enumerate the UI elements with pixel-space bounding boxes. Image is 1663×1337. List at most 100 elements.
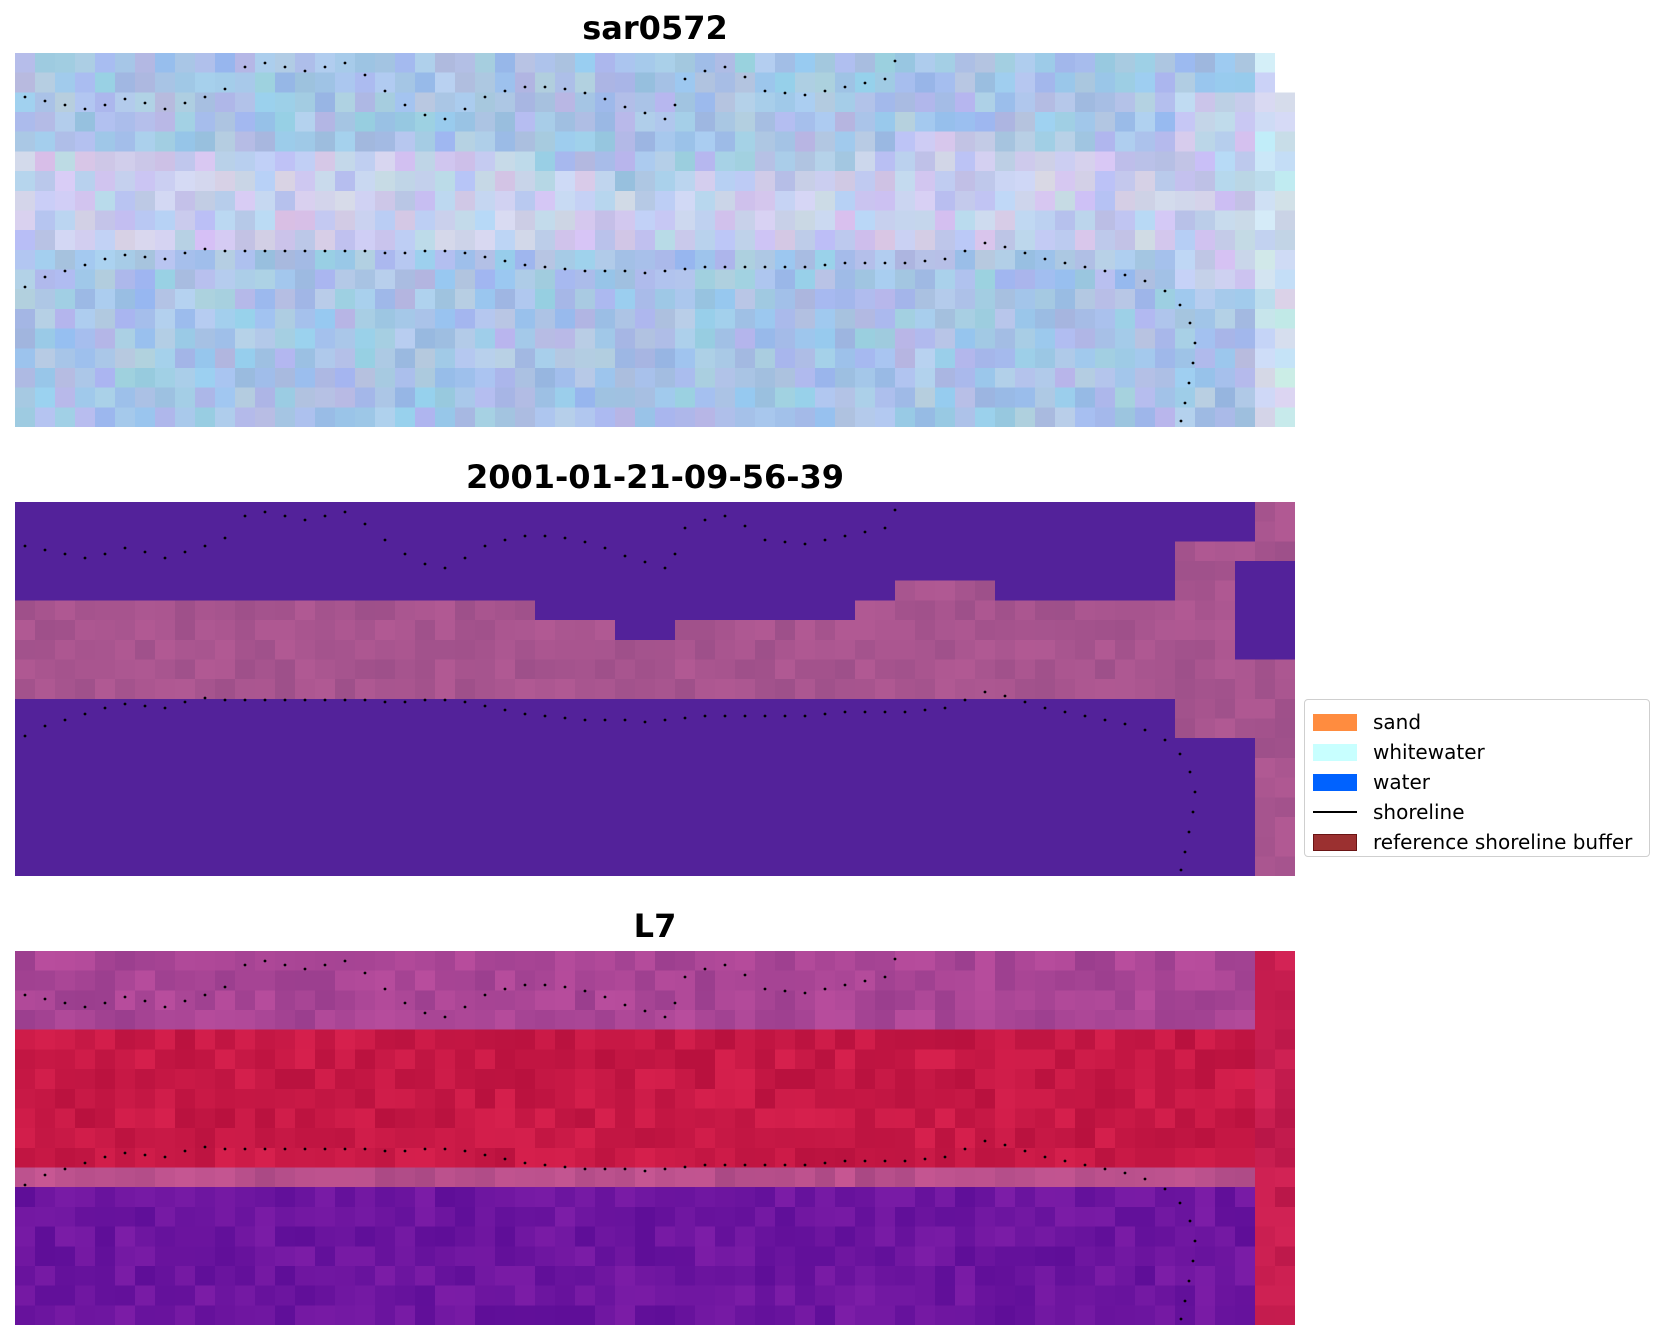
shoreline-point: [183, 700, 187, 704]
shoreline-point: [763, 538, 767, 542]
shoreline-point: [1003, 245, 1007, 249]
shoreline-point: [503, 89, 507, 93]
shoreline-point: [163, 1155, 167, 1159]
shoreline-point: [223, 87, 227, 91]
shoreline-point: [1043, 1155, 1047, 1159]
shoreline-point: [823, 1161, 827, 1165]
shoreline-point: [103, 103, 107, 107]
whitewater-swatch: [1313, 743, 1357, 761]
shoreline-point: [223, 536, 227, 540]
shoreline-point: [1178, 1201, 1182, 1205]
shoreline-point: [123, 253, 127, 257]
shoreline-point: [1043, 257, 1047, 261]
rgb-image: [15, 53, 1295, 427]
shoreline-point: [983, 241, 987, 245]
legend-label: shoreline: [1373, 800, 1465, 824]
shoreline-point: [1163, 289, 1167, 293]
shoreline-point: [1083, 1163, 1087, 1167]
shoreline-point: [623, 1003, 627, 1007]
shoreline-point: [763, 89, 767, 93]
shoreline-point: [663, 1015, 667, 1019]
shoreline-point: [1178, 752, 1182, 756]
shoreline-point: [223, 985, 227, 989]
shoreline-point: [943, 257, 947, 261]
shoreline-point: [63, 1167, 67, 1171]
shoreline-point: [163, 706, 167, 710]
shoreline-point: [63, 718, 67, 722]
water-swatch: [1313, 773, 1357, 791]
shoreline-point: [303, 69, 307, 73]
shoreline-point: [303, 967, 307, 971]
shoreline-point: [243, 963, 247, 967]
shoreline-point: [463, 700, 467, 704]
shoreline-point: [303, 1147, 307, 1151]
shoreline-point: [723, 963, 727, 967]
shoreline-point: [443, 1015, 447, 1019]
shoreline-point: [583, 1167, 587, 1171]
shoreline-point: [483, 544, 487, 548]
shoreline-point: [383, 89, 387, 93]
shoreline-point: [803, 991, 807, 995]
shoreline-point: [83, 712, 87, 716]
legend: sand whitewater water shoreline referenc…: [1304, 699, 1650, 857]
shoreline-point: [1043, 706, 1047, 710]
shoreline-point: [103, 1155, 107, 1159]
shoreline-point: [543, 85, 547, 89]
shoreline-point: [663, 1167, 667, 1171]
shoreline-point: [523, 263, 527, 267]
shoreline-point: [1183, 1299, 1187, 1303]
shoreline-point: [263, 61, 267, 65]
shoreline-point: [563, 87, 567, 91]
shoreline-point: [663, 566, 667, 570]
shoreline-point: [1193, 790, 1197, 794]
shoreline-point: [783, 265, 787, 269]
shoreline-point: [683, 267, 687, 271]
shoreline-point: [603, 269, 607, 273]
shoreline-point: [403, 251, 407, 255]
shoreline-point: [423, 249, 427, 253]
shoreline-point: [423, 562, 427, 566]
shoreline-point: [1063, 261, 1067, 265]
shoreline-point: [903, 710, 907, 714]
shoreline-point: [403, 1001, 407, 1005]
shoreline-point: [243, 514, 247, 518]
shoreline-point: [683, 716, 687, 720]
shoreline-point: [263, 698, 267, 702]
shoreline-point: [463, 251, 467, 255]
shoreline-point: [963, 249, 967, 253]
shoreline-point: [523, 983, 527, 987]
shoreline-point: [383, 987, 387, 991]
shoreline-point: [483, 95, 487, 99]
shoreline-point: [203, 696, 207, 700]
shoreline-point: [183, 1149, 187, 1153]
shoreline-point: [703, 69, 707, 73]
shoreline-point: [803, 265, 807, 269]
shoreline-point: [1063, 1159, 1067, 1163]
shoreline-point: [893, 59, 897, 63]
shoreline-point: [1183, 401, 1187, 405]
shoreline-point: [723, 1163, 727, 1167]
shoreline-point: [1083, 265, 1087, 269]
shoreline-point: [603, 718, 607, 722]
shoreline-point: [23, 1183, 27, 1187]
legend-label: whitewater: [1373, 740, 1485, 764]
shoreline-point: [883, 77, 887, 81]
shoreline-point: [523, 534, 527, 538]
shoreline-point: [283, 514, 287, 518]
shoreline-point: [883, 710, 887, 714]
rgb-image-panel: [15, 53, 1295, 427]
shoreline-point: [483, 255, 487, 259]
panel-title-rgb: sar0572: [582, 9, 728, 47]
shoreline-point: [943, 1155, 947, 1159]
shoreline-point: [83, 107, 87, 111]
legend-item-shoreline: shoreline: [1313, 800, 1465, 824]
legend-item-water: water: [1313, 770, 1430, 794]
shoreline-point: [263, 959, 267, 963]
shoreline-point: [643, 720, 647, 724]
shoreline-point: [1143, 728, 1147, 732]
shoreline-point: [743, 75, 747, 79]
shoreline-point: [903, 1159, 907, 1163]
shoreline-point: [1191, 810, 1195, 814]
shoreline-point: [363, 522, 367, 526]
shoreline-point: [423, 698, 427, 702]
